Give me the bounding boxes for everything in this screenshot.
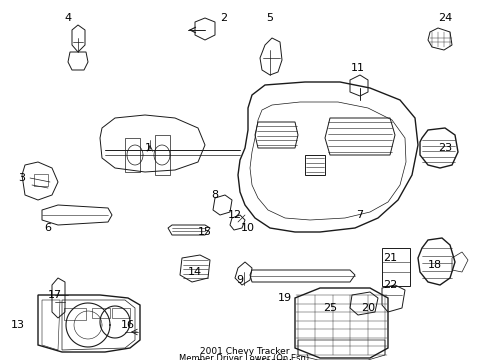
- Text: 1: 1: [144, 143, 151, 153]
- Text: 18: 18: [427, 260, 441, 270]
- Text: 16: 16: [121, 320, 135, 330]
- Text: 21: 21: [382, 253, 396, 263]
- Text: 14: 14: [187, 267, 202, 277]
- Text: 23: 23: [437, 143, 451, 153]
- Text: 2: 2: [220, 13, 227, 23]
- Text: 5: 5: [266, 13, 273, 23]
- Text: 8: 8: [211, 190, 218, 200]
- Text: 25: 25: [322, 303, 336, 313]
- Text: 11: 11: [350, 63, 364, 73]
- Text: 22: 22: [382, 280, 396, 290]
- Text: 4: 4: [64, 13, 71, 23]
- Text: 24: 24: [437, 13, 451, 23]
- Text: 13: 13: [11, 320, 25, 330]
- Text: 20: 20: [360, 303, 374, 313]
- Text: 7: 7: [356, 210, 363, 220]
- Text: 15: 15: [198, 227, 212, 237]
- Text: 2001 Chevy Tracker: 2001 Chevy Tracker: [199, 347, 289, 356]
- Text: 3: 3: [19, 173, 25, 183]
- Text: Member,Driver Lower (On Esn): Member,Driver Lower (On Esn): [179, 354, 309, 360]
- Text: 17: 17: [48, 290, 62, 300]
- Text: 6: 6: [44, 223, 51, 233]
- Text: 10: 10: [241, 223, 254, 233]
- Text: 9: 9: [236, 275, 243, 285]
- Text: 19: 19: [277, 293, 291, 303]
- Text: 12: 12: [227, 210, 242, 220]
